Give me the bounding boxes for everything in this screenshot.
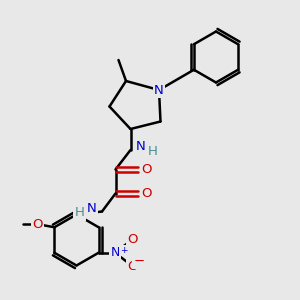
Text: −: − [134,255,145,268]
Text: N: N [136,140,146,154]
Text: N: N [110,246,120,259]
Text: H: H [148,145,158,158]
Text: H: H [75,206,84,220]
Text: +: + [120,246,128,255]
Text: O: O [33,218,43,231]
Text: O: O [142,187,152,200]
Text: N: N [87,202,96,215]
Text: O: O [127,233,137,246]
Text: O: O [127,260,137,273]
Text: N: N [154,83,164,97]
Text: O: O [142,163,152,176]
